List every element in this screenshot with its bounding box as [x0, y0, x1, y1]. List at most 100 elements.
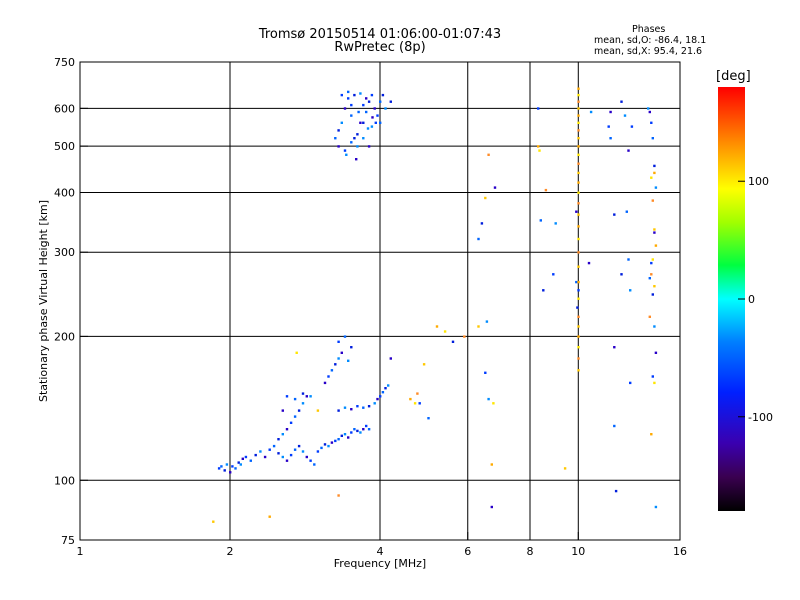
o-mode-point	[451, 340, 455, 343]
y-tick-label: 300	[54, 246, 75, 259]
x-mode-point	[577, 251, 580, 254]
x-mode-point	[577, 121, 580, 124]
o-mode-point	[627, 258, 630, 261]
x-mode-point	[577, 280, 580, 284]
o-mode-point	[648, 277, 651, 280]
x-mode-point	[654, 244, 658, 247]
o-mode-point	[365, 424, 368, 428]
x-axis-label: Frequency [MHz]	[334, 557, 426, 570]
colorbar-tick-label: -100	[748, 411, 773, 424]
o-mode-point	[347, 97, 350, 100]
o-mode-point	[323, 381, 327, 385]
o-mode-point	[263, 455, 267, 459]
o-mode-point	[389, 357, 392, 360]
y-tick-label: 600	[54, 102, 75, 115]
o-mode-point	[239, 463, 242, 466]
o-mode-point	[337, 438, 340, 441]
o-mode-point	[629, 289, 632, 292]
x-mode-point	[577, 137, 580, 140]
o-mode-point	[577, 289, 580, 292]
o-mode-point	[651, 137, 654, 140]
o-mode-point	[313, 463, 316, 466]
o-mode-point	[347, 90, 350, 94]
o-mode-point	[301, 450, 305, 453]
o-mode-point	[542, 289, 545, 292]
o-mode-point	[651, 375, 654, 378]
x-mode-point	[422, 363, 426, 366]
o-mode-point	[477, 237, 480, 241]
o-mode-point	[575, 280, 578, 284]
x-tick-label: 10	[571, 545, 585, 558]
x-mode-point	[577, 265, 580, 268]
x-mode-point	[653, 228, 656, 231]
o-mode-point	[613, 346, 616, 349]
o-mode-point	[614, 489, 618, 493]
o-mode-point	[301, 402, 305, 405]
axis-ticks: 1 2 4 6 8 10 16 75 100 200 300 400 500 600 750	[54, 56, 687, 558]
o-mode-point	[356, 145, 359, 148]
o-mode-point	[330, 369, 334, 372]
o-mode-point	[293, 448, 297, 451]
o-mode-point	[387, 384, 390, 387]
x-mode-point	[337, 494, 340, 497]
x-mode-point	[650, 176, 653, 179]
o-mode-point	[427, 417, 430, 420]
x-mode-point	[577, 87, 580, 90]
o-mode-point	[293, 415, 297, 418]
o-mode-point	[343, 335, 347, 338]
o-mode-point	[353, 428, 356, 431]
o-mode-point	[552, 273, 555, 276]
o-mode-point	[316, 450, 320, 453]
x-mode-point	[577, 237, 580, 241]
x-mode-point	[563, 467, 567, 470]
o-mode-point	[343, 149, 347, 152]
o-mode-point	[220, 465, 223, 468]
x-mode-point	[577, 369, 580, 372]
o-mode-point	[223, 469, 226, 472]
o-mode-point	[272, 444, 276, 448]
x-mode-point	[648, 315, 651, 318]
x-mode-point	[577, 153, 580, 156]
o-mode-point	[490, 505, 493, 509]
x-mode-point	[435, 325, 439, 328]
o-mode-point	[277, 438, 280, 441]
o-mode-point	[381, 391, 385, 394]
o-mode-point	[627, 149, 630, 152]
x-mode-point	[537, 145, 540, 148]
o-mode-point	[259, 450, 262, 453]
phase-stats-o: mean, sd,O: -86.4, 18.1	[594, 35, 707, 46]
o-mode-point	[355, 158, 358, 161]
x-mode-point	[577, 114, 580, 117]
x-tick-label: 16	[673, 545, 687, 558]
x-mode-point	[577, 297, 580, 300]
o-mode-point	[362, 121, 365, 124]
x-mode-point	[484, 196, 487, 200]
y-axis-label: Stationary phase Virtual Height [km]	[37, 200, 50, 402]
x-tick-label: 2	[227, 545, 234, 558]
o-mode-point	[630, 125, 634, 128]
x-mode-point	[650, 433, 653, 436]
o-mode-point	[337, 409, 340, 412]
x-mode-point	[653, 171, 656, 175]
o-mode-point	[576, 306, 579, 309]
x-mode-point	[577, 107, 580, 110]
o-mode-point	[309, 395, 312, 398]
o-mode-point	[654, 351, 658, 354]
o-mode-point	[650, 121, 653, 124]
x-mode-point	[577, 129, 580, 132]
o-mode-point	[305, 395, 308, 398]
x-mode-point	[577, 162, 580, 165]
x-mode-point	[577, 181, 580, 184]
o-mode-point	[373, 402, 376, 405]
x-mode-point	[577, 213, 580, 216]
x-mode-point	[577, 225, 580, 228]
o-mode-point	[418, 402, 421, 405]
o-mode-point	[487, 397, 490, 401]
o-mode-point	[337, 357, 340, 360]
o-mode-point	[350, 346, 353, 349]
x-mode-point	[577, 191, 580, 194]
o-mode-point	[343, 433, 347, 436]
o-mode-point	[365, 97, 368, 100]
o-mode-point	[343, 406, 347, 409]
